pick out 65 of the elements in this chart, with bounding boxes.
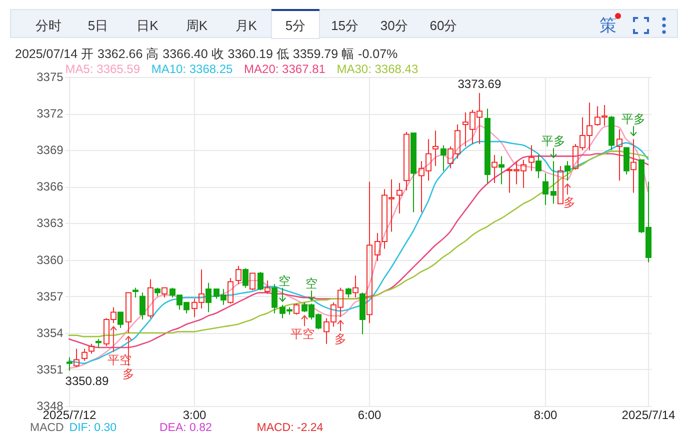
chart-subtitle: 2025/07/14 开 3362.66 高 3366.40 收 3360.19 低 3359.79 幅 -0.07% <box>15 46 398 61</box>
text: 5日 <box>88 18 108 33</box>
candlestick <box>432 130 438 166</box>
annotation: 平多 <box>622 112 646 126</box>
y-tick-label: 3375 <box>36 70 64 84</box>
candlestick <box>498 156 504 185</box>
annotation: 3373.69 <box>458 76 502 91</box>
candlestick <box>528 144 534 172</box>
annotation: 空 <box>306 276 318 291</box>
candlestick <box>536 154 542 179</box>
annotation: 平空 <box>290 327 314 342</box>
y-tick-label: 3363 <box>36 216 64 230</box>
text: MA20: 3367.81 <box>244 62 326 76</box>
y-tick-label: 3360 <box>36 252 64 267</box>
text: 日K <box>136 18 159 33</box>
candlestick <box>396 182 402 214</box>
text: 15分 <box>331 18 359 33</box>
text: DEA: 0.82 <box>160 422 212 434</box>
text: 策 <box>600 16 616 35</box>
y-tick-label: 3354 <box>36 326 64 340</box>
annotation: 多 <box>334 332 346 346</box>
candlestick <box>564 160 570 182</box>
candlestick <box>346 287 352 298</box>
text: MA10: 3368.25 <box>151 62 234 76</box>
text: 60分 <box>430 18 458 33</box>
y-tick-label: 3366 <box>36 180 64 194</box>
candlestick <box>542 172 548 206</box>
candlestick <box>242 268 248 288</box>
candlestick <box>132 287 138 298</box>
annotation: 平多 <box>542 134 566 148</box>
text: 月K <box>235 18 258 33</box>
candlestick <box>272 284 278 314</box>
candlestick <box>206 282 212 313</box>
annotation: 空 <box>278 274 290 288</box>
annotation: 多 <box>122 366 134 381</box>
candlestick <box>66 356 72 372</box>
text: MACD: -2.24 <box>256 422 324 434</box>
y-tick-label: 3372 <box>36 106 64 121</box>
text: MA30: 3368.43 <box>336 62 418 76</box>
candlestick <box>630 138 636 194</box>
annotation: 多 <box>564 196 576 210</box>
y-tick-label: 3351 <box>36 362 64 376</box>
text: 分时 <box>36 18 62 33</box>
text: 周K <box>186 18 208 33</box>
annotation: 3350.89 <box>65 374 109 388</box>
candlestick <box>550 160 556 204</box>
candlestick <box>352 275 358 298</box>
candlestick <box>140 292 146 320</box>
candlestick <box>624 147 630 175</box>
candlestick <box>440 144 446 172</box>
y-tick-label: 3369 <box>36 143 64 158</box>
candlestick <box>616 128 622 182</box>
candlestick <box>258 271 264 291</box>
text: DIF: 0.30 <box>69 422 117 434</box>
text: MA5: 3365.59 <box>65 62 140 76</box>
text: MACD <box>30 422 64 434</box>
x-tick-label: 8:00 <box>534 408 558 422</box>
candlestick <box>118 312 124 329</box>
text: 30分 <box>380 18 408 33</box>
candlestick <box>492 154 498 184</box>
text: 5分 <box>285 18 306 33</box>
x-tick-label: 6:00 <box>358 408 382 422</box>
y-tick-label: 3357 <box>36 289 64 304</box>
x-tick-label: 3:00 <box>182 408 206 422</box>
x-tick-label: 2025/7/14 <box>622 408 676 422</box>
